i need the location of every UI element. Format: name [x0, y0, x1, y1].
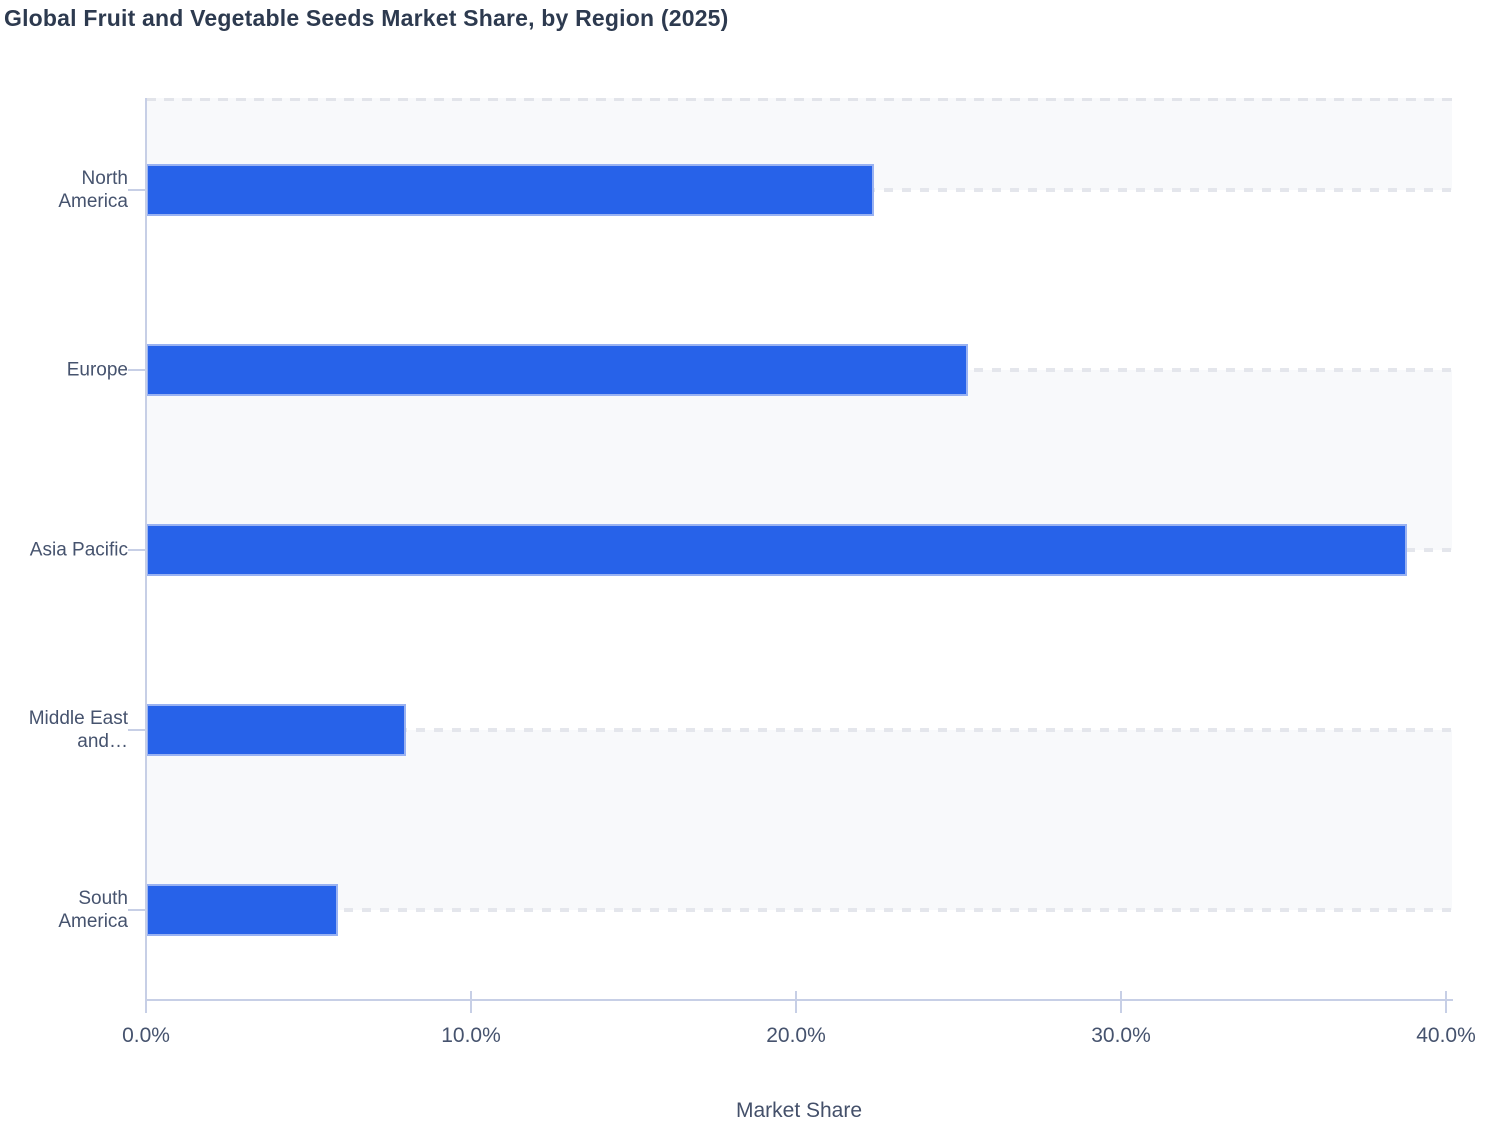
- y-tick-mark: [128, 369, 146, 371]
- bar-asia-pacific: [146, 524, 1407, 576]
- x-tick-label: 40.0%: [1416, 1024, 1476, 1047]
- bar-north-america: [146, 164, 874, 216]
- y-axis-line: [145, 98, 147, 1000]
- y-tick-mark: [128, 549, 146, 551]
- row-shading-band: [146, 370, 1452, 550]
- x-tick-mark: [470, 991, 472, 1013]
- bar-middle-east-and: [146, 704, 406, 756]
- x-tick-mark: [1445, 991, 1447, 1013]
- y-tick-mark: [128, 189, 146, 191]
- x-tick-label: 30.0%: [1091, 1024, 1151, 1047]
- x-tick-label: 0.0%: [122, 1024, 170, 1047]
- y-tick-mark: [128, 729, 146, 731]
- x-tick-label: 10.0%: [441, 1024, 501, 1047]
- category-label-asia-pacific: Asia Pacific: [29, 539, 128, 561]
- chart-title: Global Fruit and Vegetable Seeds Market …: [4, 5, 729, 31]
- x-axis-line: [145, 999, 1453, 1001]
- x-tick-mark: [145, 991, 147, 1013]
- bar-south-america: [146, 884, 338, 936]
- bar-europe: [146, 344, 969, 396]
- category-gridline: [146, 728, 1452, 732]
- plot-area: [128, 98, 1453, 1013]
- x-tick-mark: [1120, 991, 1122, 1013]
- row-shading-band: [146, 730, 1452, 910]
- category-gridline: [146, 908, 1452, 912]
- x-axis-title: Market Share: [735, 1099, 863, 1122]
- category-label-europe: Europe: [66, 359, 128, 381]
- x-tick-mark: [795, 991, 797, 1013]
- category-label-south-america: South America: [58, 887, 128, 932]
- category-label-middle-east-and: Middle East and…: [28, 707, 128, 752]
- x-tick-label: 20.0%: [766, 1024, 826, 1047]
- y-tick-mark: [128, 909, 146, 911]
- plot-top-gridline: [146, 98, 1452, 101]
- category-label-north-america: North America: [58, 167, 128, 212]
